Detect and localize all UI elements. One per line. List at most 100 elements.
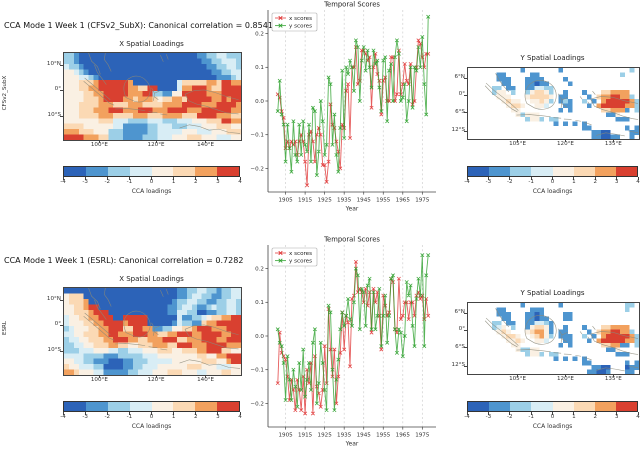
chart-title: Temporal Scores [323,1,380,9]
lon-tick-label: 140°E [197,377,215,383]
colorbar-tick-mark [616,412,618,415]
colorbar-segment [151,167,174,176]
x-tick-label: 1935 [337,198,352,204]
colorbar-tick-label: -4 [60,414,66,420]
lat-tick-label: 10°S [47,347,61,354]
lat-tick-label: 12°S [451,126,465,133]
colorbar-segment [195,402,218,411]
colorbar-label: CCA loadings [532,188,573,195]
colorbar-gradient [467,401,638,412]
colorbar-tick-mark [128,177,130,180]
x-spatial-loadings-title: X Spatial Loadings [119,275,184,283]
colorbar-segment [594,402,616,411]
colorbar-tick-mark [151,177,152,180]
lat-tick-label: 12°S [451,361,465,368]
lon-tick-mark [99,375,100,379]
x-spatial-loadings-map: 10°N 0° 10°S 100°E 120°E 140°E [47,287,242,383]
x-tick-label: 1975 [415,198,430,204]
y-tick-label: −0.1 [250,368,264,374]
x-tick-label: 1965 [396,433,411,439]
colorbar-tick-mark [195,412,197,415]
lat-tick-mark [60,90,64,91]
colorbar-tick-mark [509,412,511,415]
colorbar-tick-label: 0 [149,179,154,185]
colorbar-tick-label: 4 [238,414,242,420]
y-tick-label: −0.2 [250,166,264,172]
cca-row-cfsv2: CCA Mode 1 Week 1 (CFSv2_SubX): Canonica… [2,1,640,213]
series-line [277,16,429,176]
colorbar-segment [489,402,511,411]
colorbar-tick-mark [217,412,219,415]
lat-tick-label: 10°N [46,60,61,67]
cca-loadings-colorbar: -4 -3 -2 -1 0 1 2 3 4 CCA loadings [464,401,640,435]
colorbar-segment [510,167,532,176]
colorbar-segment [107,402,130,411]
colorbar-tick-label: 0 [550,414,555,420]
y-tick-label: 0.0 [255,99,264,105]
colorbar-label: CCA loadings [532,423,573,430]
x-marker-path [275,253,431,413]
model-axis-label: ESRL [2,320,8,336]
colorbar-tick-label: -2 [506,414,513,420]
colorbar-segment [195,167,218,176]
lon-tick-label: 105°E [509,376,527,382]
x-axis-label: Year [345,206,359,213]
y-spatial-loadings-title: Y Spatial Loadings [520,54,585,62]
colorbar-tick-label: 1 [572,414,576,420]
colorbar-segment [173,167,196,176]
x-tick-label: 1925 [318,198,333,204]
coastline-overlay [84,288,240,368]
colorbar-segment [217,167,239,176]
colorbar-segment [573,402,595,411]
colorbar-tick-label: -1 [126,414,133,420]
colorbar-segment [129,167,152,176]
colorbar-tick-label: 4 [636,414,640,420]
lat-tick-label: 0° [458,91,465,98]
x-tick-label: 1965 [396,198,411,204]
chart-title: Temporal Scores [323,236,380,244]
lat-tick-label: 0° [458,326,465,333]
colorbar-tick-mark [530,177,532,180]
colorbar-label: CCA loadings [131,188,172,195]
series-line [277,255,429,411]
lat-tick-mark [464,77,468,79]
legend-box [271,247,318,267]
y-tick-label: 0.0 [255,334,264,340]
legend-marker [278,15,283,21]
lat-tick-mark [464,312,468,314]
colorbar-segment [531,402,553,411]
lat-tick-mark [464,347,468,349]
colorbar-tick-mark [487,412,489,415]
lon-tick-label: 105°E [509,141,527,147]
series-line [277,261,429,414]
cca-loadings-colorbar: -4 -3 -2 -1 0 1 2 3 4 CCA loadings [464,166,640,200]
coastline-overlay [485,308,638,371]
lat-tick-mark [464,130,468,132]
y-spatial-loadings-map: 6°N 0° 6°S 12°S 105°E 120°E 135°E [452,302,640,382]
colorbar-tick-mark [62,177,64,180]
colorbar-segment [552,167,574,176]
colorbar-tick-mark [466,412,468,415]
lon-tick-label: 120°E [556,141,574,147]
legend-marker [278,258,283,263]
row-suptitle: CCA Mode 1 Week 1 (CFSv2_SubX): Canonica… [4,21,273,30]
x-tick-label: 1905 [278,433,293,439]
colorbar-segment [107,167,130,176]
lat-tick-mark [464,112,468,114]
x-tick-label: 1975 [415,433,430,439]
colorbar-tick-mark [239,177,241,180]
colorbar-segment [510,402,532,411]
colorbar-tick-mark [594,177,596,180]
x-marker-path [275,38,431,188]
lon-tick-label: 100°E [90,142,108,148]
colorbar-tick-mark [84,177,86,180]
colorbar-segment [85,167,108,176]
lon-tick-mark [517,374,519,378]
colorbar-tick-label: 1 [171,179,176,185]
colorbar-tick-label: 4 [636,179,640,185]
x-tick-label: 1935 [337,433,352,439]
colorbar-tick-mark [84,412,86,415]
colorbar-tick-label: -2 [506,179,513,185]
colorbar-tick-mark [594,412,596,415]
colorbar-segment [173,402,196,411]
